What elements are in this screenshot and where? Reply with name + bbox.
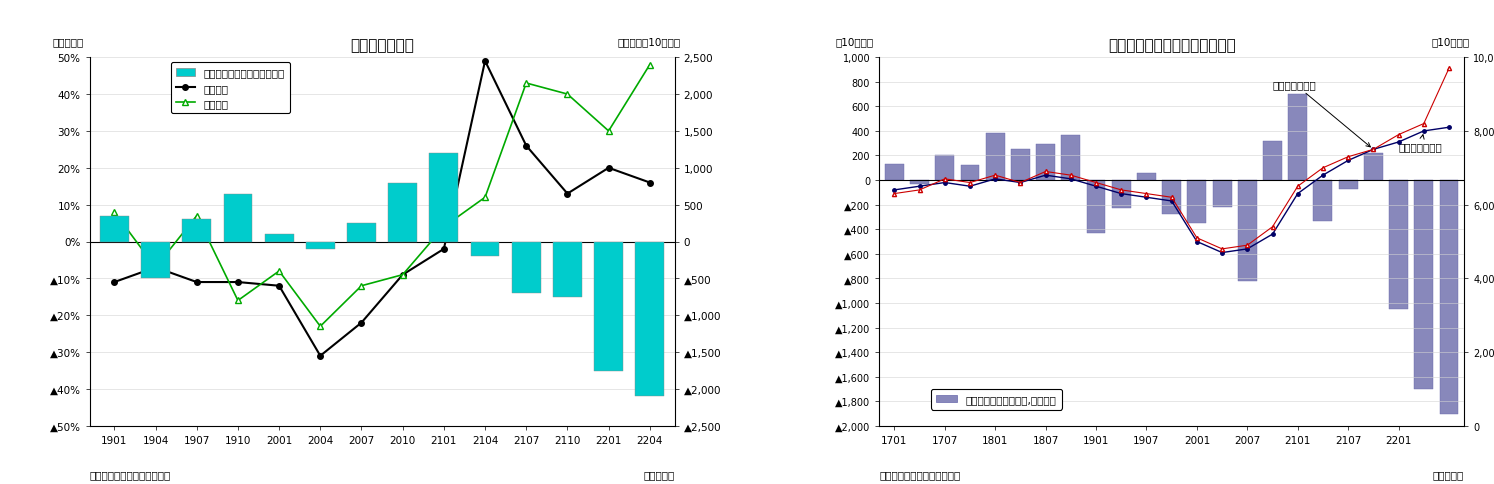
Bar <box>1162 181 1182 215</box>
Text: （年・月）: （年・月） <box>1433 469 1464 479</box>
Bar <box>1213 181 1231 208</box>
Text: （資料）財務省「貿易統計」: （資料）財務省「貿易統計」 <box>90 469 170 479</box>
Text: （10億円）: （10億円） <box>1431 37 1470 47</box>
Bar <box>1137 173 1156 181</box>
Bar <box>884 165 904 181</box>
Bar <box>1061 136 1080 181</box>
Bar <box>182 220 211 242</box>
Bar <box>224 194 252 242</box>
Bar <box>1339 181 1358 189</box>
Text: （資料）財務省「貿易統計」: （資料）財務省「貿易統計」 <box>880 469 961 479</box>
Text: 輸出（右目盛）: 輸出（右目盛） <box>1398 136 1442 152</box>
Bar <box>1313 181 1333 221</box>
Bar <box>1440 181 1458 414</box>
Bar <box>1188 181 1206 224</box>
Bar <box>961 166 980 181</box>
Bar <box>635 242 665 396</box>
Bar <box>910 181 929 184</box>
Bar <box>986 134 1004 181</box>
Bar <box>553 242 581 297</box>
Title: 貿易収支の推移: 貿易収支の推移 <box>350 38 414 53</box>
Bar <box>1262 141 1282 181</box>
Bar <box>1112 181 1131 209</box>
Legend: 貿易収支（季節調整値,左目盛）: 貿易収支（季節調整値,左目盛） <box>931 389 1062 409</box>
Bar <box>1389 181 1407 309</box>
Bar <box>1364 154 1383 181</box>
Bar <box>1086 181 1106 233</box>
Text: （年・月）: （年・月） <box>644 469 674 479</box>
Bar <box>100 216 128 242</box>
Text: （10億円）: （10億円） <box>835 37 874 47</box>
Bar <box>306 242 335 249</box>
Title: 貿易収支（季節調整値）の推移: 貿易収支（季節調整値）の推移 <box>1109 38 1236 53</box>
Bar <box>471 242 499 257</box>
Bar <box>388 183 417 242</box>
Legend: 貿易収支・前年差（右目盛）, 輸出金額, 輸入金額: 貿易収支・前年差（右目盛）, 輸出金額, 輸入金額 <box>170 63 290 114</box>
Bar <box>1037 145 1055 181</box>
Bar <box>347 224 376 242</box>
Bar <box>512 242 541 293</box>
Bar <box>595 242 623 371</box>
Bar <box>935 156 955 181</box>
Bar <box>429 154 459 242</box>
Text: （前年差、10億円）: （前年差、10億円） <box>617 37 680 47</box>
Bar <box>140 242 170 279</box>
Bar <box>1415 181 1433 389</box>
Text: 輸入（右目盛）: 輸入（右目盛） <box>1273 79 1370 148</box>
Bar <box>264 235 293 242</box>
Bar <box>1239 181 1256 281</box>
Bar <box>1288 95 1307 181</box>
Bar <box>1011 150 1029 181</box>
Text: （前年比）: （前年比） <box>52 37 84 47</box>
